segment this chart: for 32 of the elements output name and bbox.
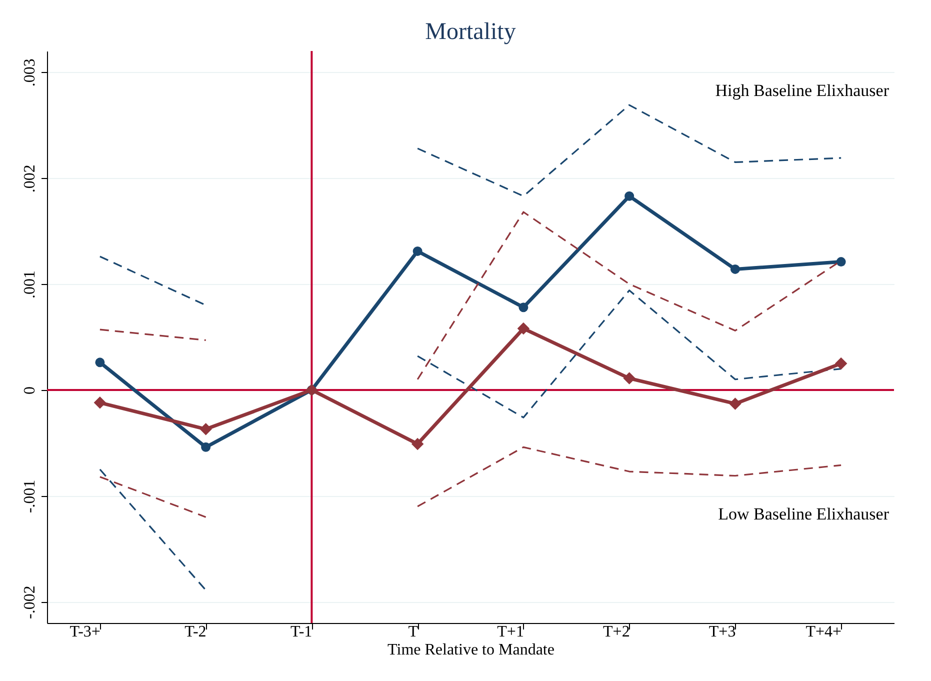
- chart-title: Mortality: [425, 19, 516, 45]
- point: [95, 358, 105, 368]
- point: [518, 302, 528, 312]
- point: [94, 396, 106, 409]
- point: [623, 372, 636, 384]
- x-tick-label: T: [408, 624, 418, 640]
- point: [412, 246, 422, 256]
- point: [201, 442, 211, 452]
- y-tick-label: 0: [22, 386, 38, 394]
- y-tick-label: .001: [22, 270, 38, 299]
- x-tick-label: T-3+: [70, 624, 100, 640]
- point: [624, 191, 634, 201]
- point: [730, 264, 740, 274]
- y-tick-label: .002: [22, 164, 38, 193]
- x-tick-label: T+4+: [806, 624, 842, 640]
- x-tick-label: T+3: [708, 624, 736, 640]
- point: [729, 398, 742, 410]
- x-tick-label: T-1: [290, 624, 312, 640]
- x-tick-label: T+1: [497, 624, 524, 640]
- point: [836, 257, 846, 267]
- annotation: High Baseline Elixhauser: [715, 81, 890, 100]
- y-tick-label: .003: [22, 58, 38, 87]
- y-tick-label: -.002: [22, 586, 38, 619]
- y-tick-label: -.001: [22, 480, 38, 514]
- point: [517, 322, 530, 335]
- x-axis-title: Time Relative to Mandate: [388, 642, 554, 658]
- point: [411, 438, 424, 450]
- point: [834, 357, 848, 370]
- x-tick-label: T+2: [603, 624, 630, 640]
- point: [200, 423, 212, 436]
- x-tick-label: T-2: [184, 624, 206, 640]
- annotation: Low Baseline Elixhauser: [718, 504, 890, 524]
